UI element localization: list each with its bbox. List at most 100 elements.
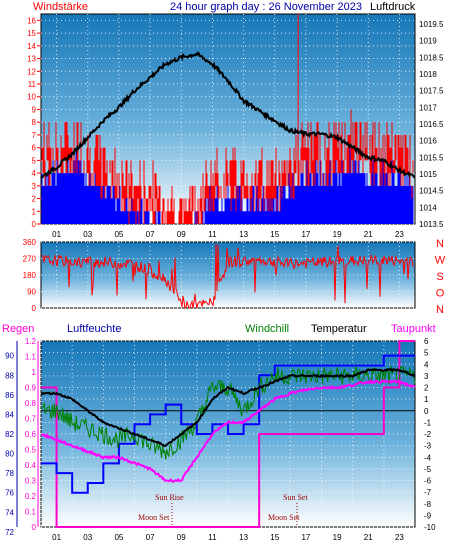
temperature-tick-label: -9 [424,511,432,520]
wind-pressure-grid [41,14,415,225]
compass-label: N [436,238,444,250]
temperature-tick-label: -6 [424,477,432,486]
compass-label: W [435,255,446,267]
rain-axis-title: Regen [2,323,34,335]
temperature-tick-label: -1 [424,418,432,427]
wind-tick-label: 0 [32,220,37,229]
pressure-tick-label: 1015 [419,170,437,179]
wind-tick-label: 15 [27,29,36,38]
humidity-tick-label: 84 [5,410,14,419]
temperature-tick-label: -7 [424,488,432,497]
time-tick-label: 17 [301,230,310,239]
temperature-line [40,368,416,448]
temperature-axis-ticks: 6 5 4 3 2 1 0 -1 -2 -3 -4 -5 -6 -7 -8 -9 -10 [424,337,436,532]
compass-label: N [436,304,444,316]
pressure-tick-label: 1017.5 [419,87,444,96]
wind-tick-label: 16 [27,16,36,25]
temperature-tick-label: -2 [424,430,432,439]
time-tick-label: 09 [177,230,186,239]
time-tick-label: 19 [333,533,342,542]
temperature-legend: Temperatur [311,323,367,335]
time-tick-label: 13 [239,230,248,239]
dewpoint-series [41,378,416,483]
humidity-tick-label: 76 [5,489,14,498]
direction-tick-label: 270 [23,255,37,264]
wind-tick-label: 8 [32,118,37,127]
temperature-tick-label: 3 [424,372,429,381]
wind-tick-label: 5 [32,156,37,165]
dewpoint-line [41,378,416,483]
humidity-axis-ticks: 72 74 76 78 80 82 84 86 88 90 [5,341,18,537]
temperature-tick-label: 5 [424,349,429,358]
rain-tick-label: 0 [32,523,37,532]
humidity-series [41,354,415,494]
rain-tick-label: 0.1 [25,508,37,517]
time-tick-label: 11 [208,533,217,542]
humidity-tick-label: 72 [5,528,14,537]
wind-axis-title: Windstärke [33,1,88,13]
temperature-time-ticks: 01 03 05 07 09 11 13 15 17 19 21 23 [52,533,404,542]
time-tick-label: 21 [364,230,373,239]
wind-tick-label: 11 [28,80,37,89]
humidity-tick-label: 74 [5,508,14,517]
time-tick-label: 03 [83,230,92,239]
rain-tick-label: 1.1 [25,353,37,362]
pressure-series [40,51,416,179]
time-tick-label: 21 [364,533,373,542]
wind-tick-label: 10 [27,93,36,102]
wind-tick-label: 9 [32,105,37,114]
humidity-tick-label: 88 [5,371,14,380]
compass-label: O [436,288,445,300]
pressure-axis-title: Luftdruck [370,1,416,13]
humidity-tick-label: 78 [5,469,14,478]
windchill-legend: Windchill [245,323,289,335]
pressure-tick-label: 1018.5 [419,53,444,62]
compass-label: S [436,271,443,283]
moon-set-label-2: Moon Set [268,513,300,522]
time-tick-label: 15 [270,533,279,542]
rain-tick-label: 0.9 [25,384,37,393]
time-tick-label: 23 [395,533,404,542]
time-tick-label: 07 [146,230,155,239]
direction-tick-label: 180 [23,271,37,280]
time-tick-label: 23 [395,230,404,239]
temperature-tick-label: -5 [424,465,432,474]
temperature-tick-label: -3 [424,442,432,451]
pressure-line [40,51,416,179]
pressure-tick-label: 1014 [419,203,437,212]
rain-line [41,340,415,528]
direction-tick-label: 90 [27,288,36,297]
rain-tick-label: 0.3 [25,477,37,486]
temperature-tick-label: -10 [424,523,436,532]
rain-tick-label: 0.6 [25,430,37,439]
time-tick-label: 11 [208,230,217,239]
rain-tick-label: 0.7 [25,415,37,424]
pressure-tick-label: 1016.5 [419,120,444,129]
windchill-series [40,365,416,460]
wind-pressure-time-ticks: 01 03 05 07 09 11 13 15 17 19 21 23 [52,230,404,239]
pressure-tick-label: 1017 [419,103,437,112]
wind-tick-label: 4 [32,169,37,178]
wind-direction-series [41,243,414,309]
time-tick-label: 19 [333,230,342,239]
time-tick-label: 03 [83,533,92,542]
time-tick-label: 09 [177,533,186,542]
rain-tick-label: 0.4 [25,461,37,470]
wind-tick-label: 7 [32,131,37,140]
time-tick-label: 01 [52,230,61,239]
time-tick-label: 01 [52,533,61,542]
pressure-tick-label: 1014.5 [419,187,444,196]
time-tick-label: 05 [114,533,123,542]
direction-tick-label: 0 [32,304,37,313]
rain-tick-label: 1.2 [25,337,37,346]
pressure-tick-label: 1019.5 [419,20,444,29]
wind-tick-label: 12 [27,67,36,76]
time-tick-label: 13 [239,533,248,542]
page-title: 24 hour graph day : 26 November 2023 [170,1,362,13]
wind-tick-label: 13 [27,55,36,64]
pressure-axis-ticks: 1013.5 1014 1014.5 1015 1015.5 1016 1016.5 1017… [419,20,444,229]
humidity-line [41,354,415,494]
pressure-tick-label: 1013.5 [419,220,444,229]
